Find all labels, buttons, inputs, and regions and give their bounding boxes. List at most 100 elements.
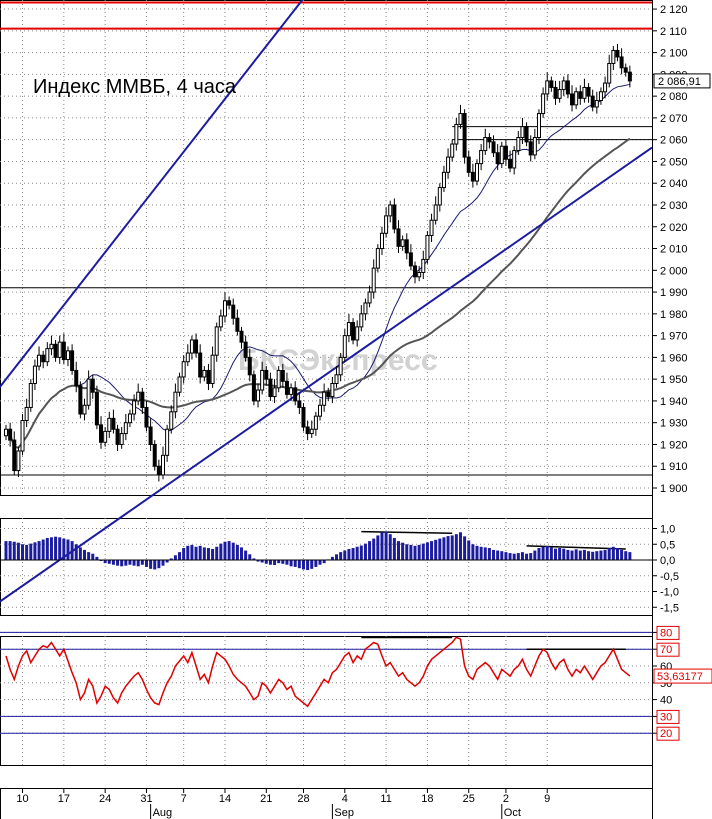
macd-bar (149, 560, 153, 569)
channel-lower-line (0, 146, 653, 603)
moving-averages (5, 83, 631, 449)
price-tick-label: 2 030 (660, 200, 688, 212)
candle-body (379, 232, 384, 250)
macd-bar (227, 541, 231, 560)
rsi-line (5, 636, 631, 708)
macd-bar (413, 545, 417, 560)
macd-bar (240, 547, 243, 560)
macd-tick-label: -0,5 (660, 571, 679, 583)
macd-bar (554, 548, 557, 560)
macd-bar (438, 538, 442, 560)
macd-bar (256, 560, 260, 562)
candle-body (65, 350, 70, 361)
macd-bar (421, 543, 425, 560)
horizontal-levels (0, 1, 652, 734)
macd-bar (587, 551, 591, 560)
macd-bar (401, 542, 405, 560)
macd-bar (252, 558, 256, 560)
macd-bar (372, 538, 376, 560)
macd-tick-label: -1,0 (660, 587, 679, 599)
candle-body (218, 315, 223, 328)
candle-body (615, 49, 620, 58)
macd-bar (107, 560, 111, 564)
macd-bar (479, 546, 483, 560)
price-tick-label: 2 070 (660, 113, 688, 125)
macd-tick-label: 1,0 (660, 524, 675, 536)
macd-bar (103, 560, 107, 564)
macd-bar (388, 534, 392, 560)
macd-bar (624, 551, 628, 560)
candle-body (222, 300, 227, 317)
candle-body (206, 369, 211, 385)
candle-body (99, 424, 104, 443)
macd-bar (430, 541, 434, 560)
candle-body (111, 417, 116, 430)
candle-body (495, 152, 500, 165)
macd-bar (549, 547, 553, 560)
macd-bar (223, 541, 227, 560)
x-day-label: 11 (380, 793, 391, 805)
candle-body (396, 228, 401, 247)
candle-body (499, 145, 504, 165)
macd-bar (161, 560, 165, 566)
macd-bar (54, 536, 58, 560)
macd-bar (330, 556, 334, 560)
macd-bar (392, 537, 396, 560)
x-day-label: 24 (99, 793, 111, 805)
macd-bar (599, 550, 603, 560)
candle-body (32, 365, 37, 385)
macd-bar (285, 560, 289, 565)
macd-bar (306, 560, 310, 571)
candle-body (446, 156, 451, 173)
candle-body (363, 302, 368, 315)
x-month-label: Sep (334, 807, 354, 819)
candle-body (528, 141, 533, 156)
candle-body (578, 91, 583, 99)
price-tick-label: 2 010 (660, 244, 688, 256)
candle-body (417, 271, 422, 278)
price-tick-label: 2 080 (660, 91, 688, 103)
candle-body (189, 339, 194, 354)
price-tick-label: 1 900 (660, 483, 688, 495)
candle-body (144, 406, 149, 428)
macd-bar (83, 549, 86, 560)
price-tick-label: 1 970 (660, 331, 688, 343)
candle-body (334, 374, 339, 385)
candle-body (421, 258, 426, 273)
x-day-label: 31 (140, 793, 152, 805)
x-day-label: 18 (421, 793, 433, 805)
macd-bar (211, 548, 215, 560)
macd-bar (297, 560, 301, 569)
candle-body (330, 383, 335, 398)
candle-body (338, 356, 343, 376)
candle-body (94, 391, 99, 426)
macd-bar (483, 547, 487, 560)
macd-bar (314, 560, 318, 567)
macd-bar (578, 550, 582, 560)
candle-body (280, 369, 285, 382)
candle-body (82, 404, 87, 415)
macd-bar (574, 549, 578, 560)
macd-bar (405, 544, 409, 560)
candle-body (466, 156, 471, 173)
macd-bar (508, 553, 512, 560)
x-day-label: 4 (342, 793, 348, 805)
last-price-label: 2 086,91 (658, 76, 701, 88)
candle-body (313, 415, 318, 430)
price-tick-label: 2 120 (660, 4, 688, 16)
candle-body (227, 300, 232, 306)
candle-body (16, 450, 21, 472)
price-tick-label: 1 950 (660, 374, 688, 386)
candle-body (24, 406, 29, 422)
rsi-level-box (656, 642, 680, 657)
candle-body (553, 86, 558, 99)
macd-bar (525, 553, 529, 560)
candle-body (483, 137, 488, 152)
candle-body (264, 369, 269, 380)
candle-body (161, 454, 165, 476)
candle-body (322, 391, 327, 406)
macd-bar (281, 560, 285, 564)
price-tick-label: 1 910 (660, 461, 688, 473)
macd-bar (70, 541, 74, 560)
